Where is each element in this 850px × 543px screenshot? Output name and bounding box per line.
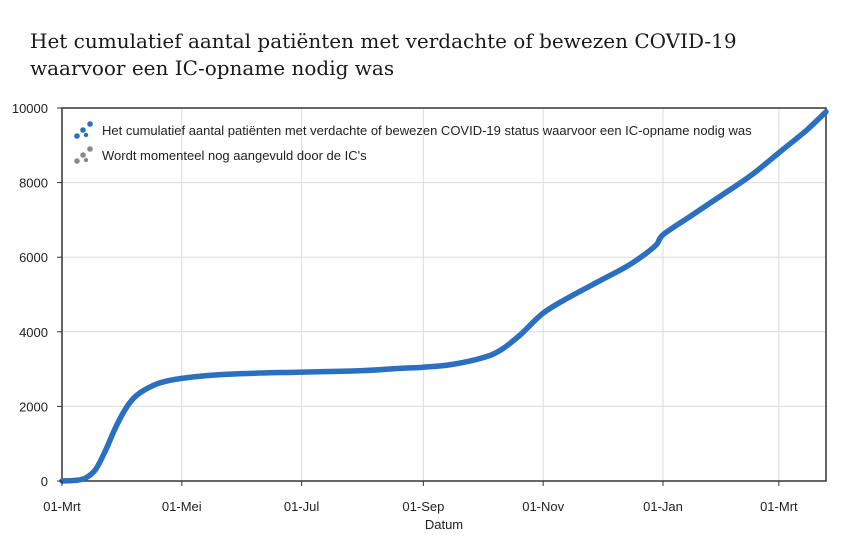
legend-marker [74, 146, 93, 164]
x-axis-ticks: 01-Mrt 01-Mei 01-Jul 01-Sep 01-Nov 01-Jan 01-M… [43, 481, 798, 514]
chart-title: Het cumulatief aantal patiënten met verd… [30, 28, 830, 82]
x-tick-label: 01-Jul [284, 499, 320, 514]
plot-area-frame [61, 107, 827, 482]
y-tick-label: 8000 [19, 176, 48, 191]
y-tick-label: 6000 [19, 250, 48, 265]
legend-marker-dot [80, 127, 86, 133]
series-line [59, 108, 829, 484]
gridlines [61, 107, 826, 482]
chart-title-line-2: waarvoor een IC-opname nodig was [30, 56, 395, 80]
legend-marker-dot [87, 146, 93, 152]
y-axis-ticks: 0 2000 4000 6000 8000 10000 [12, 101, 62, 489]
y-tick-label: 2000 [19, 399, 48, 414]
x-tick-label: 01-Mei [162, 499, 202, 514]
legend-entry: Het cumulatief aantal patiënten met verd… [74, 121, 752, 139]
x-tick-label: 01-Jan [643, 499, 683, 514]
legend-marker-dot [83, 157, 89, 163]
y-tick-label: 10000 [12, 101, 48, 116]
legend: Het cumulatief aantal patiënten met verd… [74, 121, 752, 164]
legend-label: Het cumulatief aantal patiënten met verd… [102, 123, 752, 138]
y-tick-label: 0 [41, 474, 48, 489]
legend-marker-dot [83, 132, 89, 138]
legend-marker [74, 121, 93, 139]
x-tick-label: 01-Nov [522, 499, 564, 514]
x-tick-label: 01-Sep [402, 499, 444, 514]
x-tick-label: 01-Mrt [760, 499, 798, 514]
chart-title-line-1: Het cumulatief aantal patiënten met verd… [30, 29, 737, 53]
legend-marker-dot [74, 158, 80, 164]
legend-marker-dot [87, 121, 93, 127]
legend-marker-dot [80, 152, 86, 158]
y-tick-label: 4000 [19, 325, 48, 340]
legend-label: Wordt momenteel nog aangevuld door de IC… [102, 148, 367, 163]
x-tick-label: 01-Mrt [43, 499, 81, 514]
x-axis-label: Datum [425, 517, 463, 532]
series-layer [59, 108, 829, 484]
legend-marker-dot [74, 133, 80, 139]
legend-entry: Wordt momenteel nog aangevuld door de IC… [74, 146, 367, 164]
